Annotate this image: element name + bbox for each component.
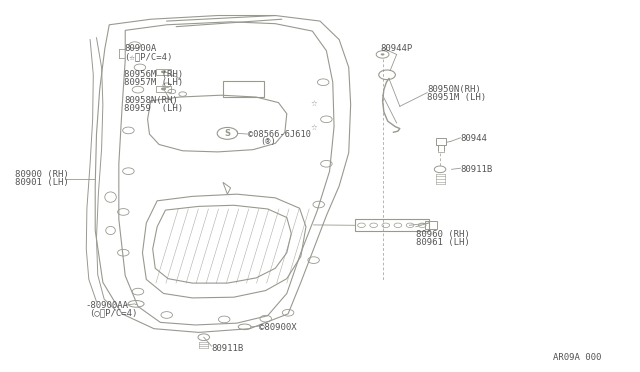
- Text: 80911B: 80911B: [211, 344, 244, 353]
- Text: AR09A 000: AR09A 000: [553, 353, 602, 362]
- Circle shape: [161, 87, 166, 90]
- Bar: [426, 221, 437, 230]
- Bar: [156, 69, 172, 75]
- Text: 80961 (LH): 80961 (LH): [416, 238, 470, 247]
- Text: ©80900X: ©80900X: [259, 323, 297, 332]
- Text: ☆: ☆: [310, 100, 317, 109]
- Bar: [223, 81, 264, 97]
- Text: 80900 (RH): 80900 (RH): [15, 170, 68, 179]
- Text: 80959  (LH): 80959 (LH): [124, 104, 183, 113]
- Text: (○印P/C=4): (○印P/C=4): [89, 308, 137, 317]
- Circle shape: [381, 53, 385, 55]
- Text: ©08566-6J610: ©08566-6J610: [248, 129, 312, 139]
- Text: 80957M (LH): 80957M (LH): [124, 78, 183, 87]
- Text: (☆印P/C=4): (☆印P/C=4): [124, 52, 172, 61]
- Circle shape: [161, 70, 166, 73]
- Text: 80944P: 80944P: [380, 44, 412, 52]
- Bar: [355, 219, 429, 231]
- Text: 80960 (RH): 80960 (RH): [416, 230, 470, 240]
- Text: -80900AA: -80900AA: [85, 301, 128, 310]
- Text: S: S: [225, 129, 230, 138]
- Text: (®): (®): [260, 137, 276, 146]
- Text: ☆: ☆: [310, 124, 317, 133]
- Text: 80956M (RH): 80956M (RH): [124, 70, 183, 79]
- Bar: [436, 138, 447, 145]
- Text: 80958N(RH): 80958N(RH): [124, 96, 178, 105]
- Text: 80901 (LH): 80901 (LH): [15, 178, 68, 187]
- Bar: [156, 86, 172, 92]
- Text: 80950N(RH): 80950N(RH): [428, 85, 481, 94]
- Text: 80951M (LH): 80951M (LH): [428, 93, 486, 102]
- Text: 80944: 80944: [461, 134, 488, 143]
- Text: 80900A: 80900A: [124, 44, 156, 53]
- Text: 80911B: 80911B: [461, 165, 493, 174]
